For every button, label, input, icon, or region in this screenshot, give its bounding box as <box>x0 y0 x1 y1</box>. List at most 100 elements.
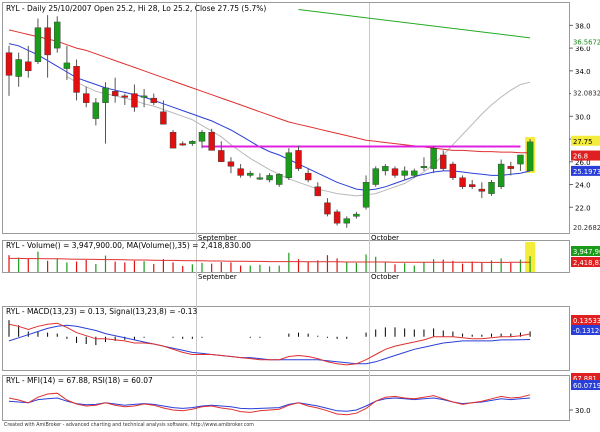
candle-body <box>227 161 235 167</box>
month-label-september-volume: September <box>198 273 237 281</box>
rsi-badge-value: 60.0719 <box>573 382 600 390</box>
footer-credit: Created with AmiBroker - advanced charti… <box>4 422 254 428</box>
month-separators <box>196 3 370 420</box>
candle-body <box>131 93 138 108</box>
ma-red-line <box>8 29 531 154</box>
candle-body <box>44 27 51 56</box>
price-badge-green-ma-bg <box>571 36 600 47</box>
mfi-badge-value: 67.881 <box>573 375 597 383</box>
candle-body <box>478 188 486 192</box>
candle-body <box>121 95 129 98</box>
candle-body <box>411 170 418 176</box>
candle-body <box>353 213 360 217</box>
macd-layer <box>8 320 531 366</box>
candle-body <box>459 177 466 187</box>
volume-pane-frame <box>2 240 570 273</box>
candle-body <box>266 175 273 181</box>
macd-pane-title: RYL - MACD(13,23) = 0.13, Signal(13,23,8… <box>6 307 197 316</box>
rsi-badge-value-bg <box>571 380 600 390</box>
mfi-tick-label: 30.0 <box>575 407 591 415</box>
macd-badge-value: 0.135330 <box>573 317 600 325</box>
candle-body <box>34 27 42 62</box>
candle-body <box>218 150 225 162</box>
candle-body <box>140 95 148 98</box>
candle-body <box>160 111 167 125</box>
candle-body <box>63 62 71 69</box>
price-badge-blue-ma-bg <box>571 165 600 176</box>
price-badge-gray-ma: 32.0832 <box>573 90 600 98</box>
price-badge-blue-ma: 25.1973 <box>573 168 600 176</box>
candle-body <box>15 59 22 77</box>
candle-body <box>285 152 293 178</box>
axis-layer: 38.036.034.032.030.028.026.024.022.036.5… <box>569 22 600 415</box>
candle-body <box>82 93 90 103</box>
price-tick-label: 26.0 <box>575 159 591 167</box>
price-tick-label: 34.0 <box>575 68 591 76</box>
candle-body <box>295 150 302 169</box>
price-badge-close: 27.75 <box>573 138 592 146</box>
candle-body <box>372 168 379 185</box>
macd-badge-signal-bg <box>571 325 600 335</box>
candle-body <box>382 166 389 172</box>
ma-green-line <box>298 8 531 39</box>
candle-body <box>54 21 61 49</box>
candle-body <box>401 170 408 176</box>
candle-body <box>507 166 514 169</box>
price-badge-gray-ma-bg <box>571 87 600 98</box>
mfi-layer <box>8 392 531 416</box>
mfi-line <box>8 392 531 416</box>
mfi-pane-frame <box>2 375 570 421</box>
candle-body <box>469 184 476 188</box>
candle-body <box>343 218 350 224</box>
candle-body <box>102 87 109 103</box>
candle-body <box>333 211 341 224</box>
volume-badge-ma-bg <box>571 257 600 267</box>
price-tick-label: 22.0 <box>575 204 591 212</box>
candle-body <box>92 102 100 119</box>
price-pane-frame <box>2 2 570 234</box>
price-badge-green-ma: 36.5672 <box>573 39 600 47</box>
volume-badge-value: 3,947,90 <box>573 248 600 256</box>
candle-body <box>5 52 13 76</box>
candle-body <box>73 66 80 93</box>
candle-body <box>517 154 524 165</box>
price-pane-title: RYL - Daily 25/10/2007 Open 25.2, Hi 28,… <box>6 4 266 13</box>
candle-body <box>304 172 312 181</box>
candle-body <box>497 163 505 187</box>
candle-body <box>420 166 428 169</box>
candle-body <box>247 172 254 176</box>
candle-body <box>150 97 157 103</box>
price-badge-low-bg <box>571 221 600 232</box>
price-badge-close-bg <box>571 135 600 146</box>
candle-body <box>440 154 447 169</box>
candle-body <box>189 141 196 144</box>
mfi-badge-value-bg <box>571 373 600 383</box>
price-tick-label: 38.0 <box>575 22 591 30</box>
month-label-october-volume: October <box>371 273 399 281</box>
candle-body <box>208 132 215 151</box>
candle-body <box>25 61 32 72</box>
ma-blue-line <box>8 43 531 191</box>
candle-body <box>324 202 331 215</box>
price-tick-label: 36.0 <box>575 45 591 53</box>
price-badge-red-ma: 26.8 <box>573 153 588 161</box>
candle-body <box>488 182 495 194</box>
pane-frames <box>2 2 570 421</box>
mfi-pane-title: RYL - MFI(14) = 67.88, RSI(18) = 60.07 <box>6 376 153 385</box>
price-badge-low: 20.2682 <box>573 224 600 232</box>
candle-body <box>237 168 244 176</box>
candle-body <box>276 174 283 185</box>
candle-body <box>449 163 457 178</box>
month-label-september: September <box>198 234 237 242</box>
month-label-october: October <box>371 234 399 242</box>
volume-layer <box>8 242 536 272</box>
candle-body <box>526 141 534 172</box>
price-tick-label: 24.0 <box>575 182 591 190</box>
rsi-line <box>8 397 531 412</box>
candle-body <box>391 168 399 176</box>
candle-body <box>169 132 177 149</box>
candle-body <box>111 91 119 97</box>
